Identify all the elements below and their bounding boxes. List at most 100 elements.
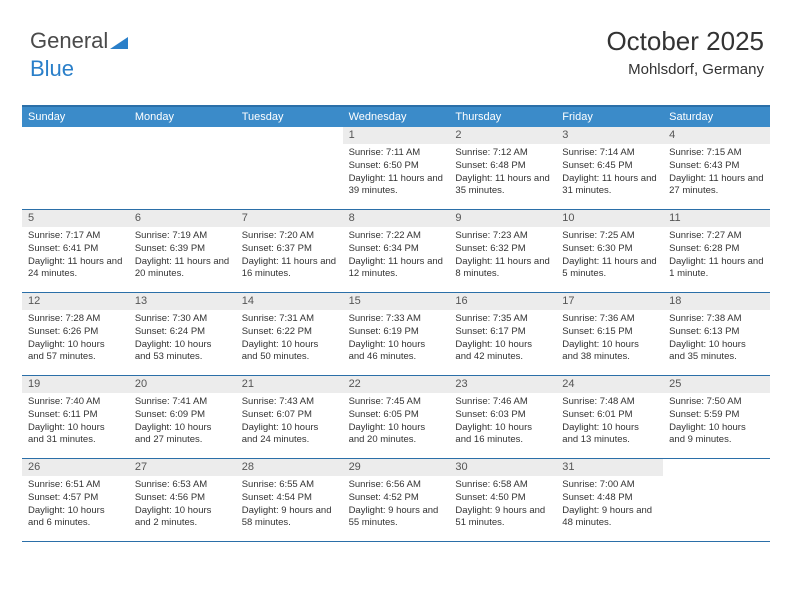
day-number: 26 <box>22 459 129 476</box>
day-number: 10 <box>556 210 663 227</box>
day-detail: Sunrise: 7:33 AMSunset: 6:19 PMDaylight:… <box>343 310 450 368</box>
calendar-week: 5Sunrise: 7:17 AMSunset: 6:41 PMDaylight… <box>22 210 770 293</box>
day-number: 4 <box>663 127 770 144</box>
day-detail: Sunrise: 7:30 AMSunset: 6:24 PMDaylight:… <box>129 310 236 368</box>
day-number: 25 <box>663 376 770 393</box>
day-detail: Sunrise: 7:00 AMSunset: 4:48 PMDaylight:… <box>556 476 663 534</box>
day-detail: Sunrise: 7:11 AMSunset: 6:50 PMDaylight:… <box>343 144 450 202</box>
calendar-cell: 12Sunrise: 7:28 AMSunset: 6:26 PMDayligh… <box>22 293 129 375</box>
day-detail: Sunrise: 7:35 AMSunset: 6:17 PMDaylight:… <box>449 310 556 368</box>
calendar-cell: 21Sunrise: 7:43 AMSunset: 6:07 PMDayligh… <box>236 376 343 458</box>
day-detail: Sunrise: 7:48 AMSunset: 6:01 PMDaylight:… <box>556 393 663 451</box>
calendar-cell: 20Sunrise: 7:41 AMSunset: 6:09 PMDayligh… <box>129 376 236 458</box>
calendar-cell: 4Sunrise: 7:15 AMSunset: 6:43 PMDaylight… <box>663 127 770 209</box>
day-number: 23 <box>449 376 556 393</box>
day-number: 3 <box>556 127 663 144</box>
day-number: 7 <box>236 210 343 227</box>
calendar-cell: 31Sunrise: 7:00 AMSunset: 4:48 PMDayligh… <box>556 459 663 541</box>
calendar-cell: 29Sunrise: 6:56 AMSunset: 4:52 PMDayligh… <box>343 459 450 541</box>
day-detail: Sunrise: 7:20 AMSunset: 6:37 PMDaylight:… <box>236 227 343 285</box>
calendar-cell: 27Sunrise: 6:53 AMSunset: 4:56 PMDayligh… <box>129 459 236 541</box>
calendar-cell: 30Sunrise: 6:58 AMSunset: 4:50 PMDayligh… <box>449 459 556 541</box>
day-detail: Sunrise: 7:50 AMSunset: 5:59 PMDaylight:… <box>663 393 770 451</box>
day-number: 24 <box>556 376 663 393</box>
day-number: 21 <box>236 376 343 393</box>
dow-label: Tuesday <box>236 107 343 127</box>
logo-triangle-icon <box>110 30 130 56</box>
calendar-cell: 9Sunrise: 7:23 AMSunset: 6:32 PMDaylight… <box>449 210 556 292</box>
dow-label: Friday <box>556 107 663 127</box>
calendar-cell: 13Sunrise: 7:30 AMSunset: 6:24 PMDayligh… <box>129 293 236 375</box>
calendar-cell: 5Sunrise: 7:17 AMSunset: 6:41 PMDaylight… <box>22 210 129 292</box>
day-number: 30 <box>449 459 556 476</box>
calendar-week: 19Sunrise: 7:40 AMSunset: 6:11 PMDayligh… <box>22 376 770 459</box>
day-detail: Sunrise: 7:27 AMSunset: 6:28 PMDaylight:… <box>663 227 770 285</box>
day-number: 1 <box>343 127 450 144</box>
day-number: 12 <box>22 293 129 310</box>
day-detail: Sunrise: 6:58 AMSunset: 4:50 PMDaylight:… <box>449 476 556 534</box>
day-detail: Sunrise: 7:43 AMSunset: 6:07 PMDaylight:… <box>236 393 343 451</box>
calendar-cell: 28Sunrise: 6:55 AMSunset: 4:54 PMDayligh… <box>236 459 343 541</box>
day-number: 19 <box>22 376 129 393</box>
calendar-cell: 16Sunrise: 7:35 AMSunset: 6:17 PMDayligh… <box>449 293 556 375</box>
day-number: 6 <box>129 210 236 227</box>
day-detail: Sunrise: 7:36 AMSunset: 6:15 PMDaylight:… <box>556 310 663 368</box>
day-number: 13 <box>129 293 236 310</box>
day-detail: Sunrise: 7:38 AMSunset: 6:13 PMDaylight:… <box>663 310 770 368</box>
calendar-cell: 22Sunrise: 7:45 AMSunset: 6:05 PMDayligh… <box>343 376 450 458</box>
day-detail: Sunrise: 7:31 AMSunset: 6:22 PMDaylight:… <box>236 310 343 368</box>
day-detail: Sunrise: 7:25 AMSunset: 6:30 PMDaylight:… <box>556 227 663 285</box>
day-number: 5 <box>22 210 129 227</box>
day-detail: Sunrise: 7:40 AMSunset: 6:11 PMDaylight:… <box>22 393 129 451</box>
calendar-cell: 19Sunrise: 7:40 AMSunset: 6:11 PMDayligh… <box>22 376 129 458</box>
day-detail: Sunrise: 7:28 AMSunset: 6:26 PMDaylight:… <box>22 310 129 368</box>
day-number: 16 <box>449 293 556 310</box>
calendar-cell: 2Sunrise: 7:12 AMSunset: 6:48 PMDaylight… <box>449 127 556 209</box>
day-detail: Sunrise: 7:41 AMSunset: 6:09 PMDaylight:… <box>129 393 236 451</box>
brand-part1: General <box>30 28 108 53</box>
calendar-cell: 10Sunrise: 7:25 AMSunset: 6:30 PMDayligh… <box>556 210 663 292</box>
day-number: 18 <box>663 293 770 310</box>
day-detail: Sunrise: 6:55 AMSunset: 4:54 PMDaylight:… <box>236 476 343 534</box>
calendar-cell <box>236 127 343 209</box>
calendar-cell: 26Sunrise: 6:51 AMSunset: 4:57 PMDayligh… <box>22 459 129 541</box>
calendar-week: 26Sunrise: 6:51 AMSunset: 4:57 PMDayligh… <box>22 459 770 542</box>
day-number: 14 <box>236 293 343 310</box>
calendar-body: 1Sunrise: 7:11 AMSunset: 6:50 PMDaylight… <box>22 127 770 542</box>
calendar-cell: 23Sunrise: 7:46 AMSunset: 6:03 PMDayligh… <box>449 376 556 458</box>
day-number: 20 <box>129 376 236 393</box>
month-title: October 2025 <box>606 26 764 57</box>
day-number: 29 <box>343 459 450 476</box>
calendar-cell: 25Sunrise: 7:50 AMSunset: 5:59 PMDayligh… <box>663 376 770 458</box>
location: Mohlsdorf, Germany <box>606 61 764 78</box>
calendar-cell: 7Sunrise: 7:20 AMSunset: 6:37 PMDaylight… <box>236 210 343 292</box>
calendar-week: 12Sunrise: 7:28 AMSunset: 6:26 PMDayligh… <box>22 293 770 376</box>
day-detail: Sunrise: 7:45 AMSunset: 6:05 PMDaylight:… <box>343 393 450 451</box>
calendar-week: 1Sunrise: 7:11 AMSunset: 6:50 PMDaylight… <box>22 127 770 210</box>
header-right: October 2025 Mohlsdorf, Germany <box>606 26 764 78</box>
day-detail: Sunrise: 7:17 AMSunset: 6:41 PMDaylight:… <box>22 227 129 285</box>
calendar-cell: 14Sunrise: 7:31 AMSunset: 6:22 PMDayligh… <box>236 293 343 375</box>
day-number: 17 <box>556 293 663 310</box>
day-detail: Sunrise: 6:53 AMSunset: 4:56 PMDaylight:… <box>129 476 236 534</box>
day-detail: Sunrise: 7:23 AMSunset: 6:32 PMDaylight:… <box>449 227 556 285</box>
dow-label: Thursday <box>449 107 556 127</box>
day-detail: Sunrise: 7:22 AMSunset: 6:34 PMDaylight:… <box>343 227 450 285</box>
dow-label: Saturday <box>663 107 770 127</box>
dow-label: Monday <box>129 107 236 127</box>
brand-logo: General Blue <box>30 28 130 82</box>
day-number: 15 <box>343 293 450 310</box>
dow-label: Wednesday <box>343 107 450 127</box>
calendar-cell: 18Sunrise: 7:38 AMSunset: 6:13 PMDayligh… <box>663 293 770 375</box>
day-detail: Sunrise: 7:15 AMSunset: 6:43 PMDaylight:… <box>663 144 770 202</box>
day-number: 28 <box>236 459 343 476</box>
day-detail: Sunrise: 7:46 AMSunset: 6:03 PMDaylight:… <box>449 393 556 451</box>
calendar-cell <box>663 459 770 541</box>
day-detail: Sunrise: 6:51 AMSunset: 4:57 PMDaylight:… <box>22 476 129 534</box>
calendar-cell: 17Sunrise: 7:36 AMSunset: 6:15 PMDayligh… <box>556 293 663 375</box>
calendar-cell <box>22 127 129 209</box>
day-number: 22 <box>343 376 450 393</box>
day-number: 27 <box>129 459 236 476</box>
day-detail: Sunrise: 7:12 AMSunset: 6:48 PMDaylight:… <box>449 144 556 202</box>
calendar-cell: 3Sunrise: 7:14 AMSunset: 6:45 PMDaylight… <box>556 127 663 209</box>
